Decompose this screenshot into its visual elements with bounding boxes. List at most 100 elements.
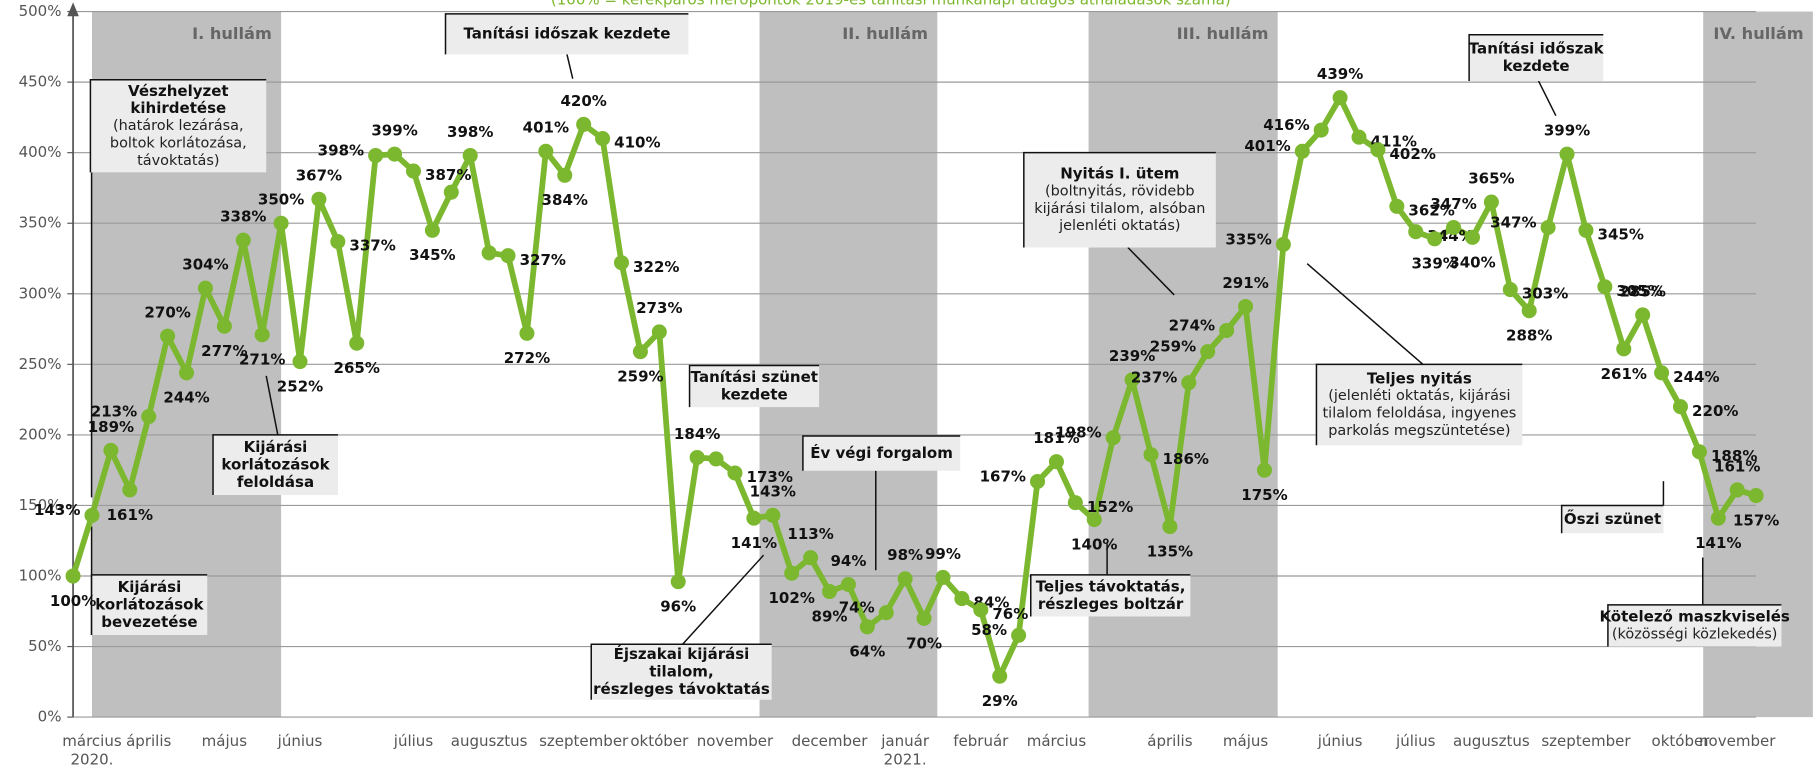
y-tick-label: 50%: [28, 637, 61, 655]
data-point: [405, 163, 421, 179]
x-tick-label: augusztus: [451, 732, 528, 750]
data-point: [746, 510, 762, 526]
data-point: [1048, 454, 1064, 470]
annotation-border: [688, 364, 820, 408]
data-point: [141, 409, 157, 425]
x-tick-label: szeptember: [539, 732, 629, 750]
data-label: 345%: [1598, 225, 1644, 243]
annotation-text: (közösségi közlekedés): [1612, 626, 1778, 642]
annotation-text: kezdete: [721, 385, 788, 403]
data-point: [1446, 219, 1462, 235]
data-label: 384%: [542, 191, 588, 209]
annotation-box: [91, 574, 208, 635]
annotation-text: kihirdetése: [130, 99, 226, 117]
data-label: 58%: [971, 621, 1007, 639]
annotation-border: [1468, 33, 1604, 81]
data-point: [1502, 282, 1518, 298]
annotation-text: Tanítási időszak: [1469, 40, 1605, 58]
data-label: 338%: [220, 208, 266, 226]
annotation-text: Teljes távoktatás,: [1036, 577, 1186, 595]
data-point: [727, 465, 743, 481]
data-point: [1313, 122, 1329, 138]
data-point: [311, 191, 327, 207]
annotation-text: (boltnyitás, rövidebb: [1045, 183, 1195, 199]
data-label: 272%: [504, 349, 550, 367]
annotation-text: Éjszakai kijárási: [614, 644, 750, 663]
x-tick-label: november: [697, 732, 774, 750]
data-point: [1597, 279, 1613, 295]
data-label: 152%: [1087, 498, 1133, 516]
data-point: [1427, 231, 1443, 247]
annotation-text: Őszi szünet: [1564, 508, 1661, 528]
data-point: [235, 232, 251, 248]
annotation-box: [689, 365, 820, 408]
annotation-leader: [566, 54, 574, 79]
y-tick-label: 450%: [19, 73, 62, 91]
data-label: 259%: [1150, 338, 1196, 356]
data-point: [103, 442, 119, 458]
data-label: 175%: [1241, 486, 1287, 504]
data-label: 252%: [277, 377, 323, 395]
annotation-text: részleges távoktatás: [593, 680, 770, 698]
data-label: 265%: [334, 359, 380, 377]
annotation-box: [1561, 505, 1664, 534]
data-point: [122, 482, 138, 498]
annotation-border: [1023, 151, 1216, 248]
annotation-box: [1030, 574, 1191, 617]
data-label: 288%: [1506, 327, 1552, 345]
data-label: 350%: [258, 191, 304, 209]
data-point: [443, 184, 459, 200]
annotation-text: tilalom feloldása, ingyenes: [1323, 405, 1517, 421]
x-tick-label: június: [1317, 732, 1363, 750]
data-point: [784, 565, 800, 581]
data-point: [1124, 372, 1140, 388]
data-label: 213%: [91, 402, 137, 420]
data-label: 387%: [425, 166, 471, 184]
wave-label: II. hullám: [842, 24, 928, 43]
data-label: 161%: [107, 506, 153, 524]
data-label: 237%: [1131, 369, 1177, 387]
annotation-text: Teljes nyitás: [1367, 369, 1472, 387]
data-label: 398%: [318, 141, 364, 159]
plot: 100% 143% 189% 161% 213% 270% 244% 304% 277% 338%…: [34, 65, 1779, 710]
annotation-text: korlátozások: [221, 455, 330, 473]
data-point: [1011, 627, 1027, 643]
annotation-box: [1023, 152, 1216, 248]
data-label: 244%: [163, 389, 209, 407]
annotation-border: [1315, 363, 1523, 446]
data-point: [613, 255, 630, 271]
data-point: [878, 605, 894, 621]
data-label: 271%: [239, 351, 285, 369]
data-point: [576, 116, 592, 132]
data-label: 261%: [1601, 365, 1647, 383]
data-point: [1729, 482, 1745, 498]
annotation-text: kezdete: [1503, 57, 1570, 75]
annotation-text: Kötelező maszkviselés: [1599, 608, 1789, 626]
x-tick-label: december: [792, 732, 869, 750]
data-label: 339%: [1411, 255, 1457, 273]
annotation-leader: [682, 554, 765, 645]
data-label: 259%: [617, 368, 663, 386]
data-label: 345%: [409, 246, 455, 264]
data-label: 102%: [768, 589, 814, 607]
data-label: 398%: [447, 123, 493, 141]
x-year-label: 2020.: [70, 750, 113, 768]
data-label: 244%: [1673, 368, 1719, 386]
annotation-text: bevezetése: [101, 613, 197, 631]
data-point: [1389, 198, 1405, 214]
data-point: [216, 318, 232, 334]
data-label: 347%: [1490, 213, 1536, 231]
data-label: 113%: [787, 525, 833, 543]
data-label: 89%: [812, 607, 848, 625]
data-point: [1464, 229, 1480, 245]
annotation-text: kijárási tilalom, alsóban: [1034, 201, 1205, 217]
annotation-text: távoktatás): [137, 153, 219, 169]
annotation-text: Kijárási: [244, 438, 308, 456]
data-point: [1105, 430, 1121, 446]
data-point: [557, 167, 573, 183]
data-point: [1351, 129, 1367, 145]
y-tick-label: 250%: [19, 355, 62, 373]
data-point: [349, 335, 365, 351]
data-label: 98%: [887, 546, 923, 564]
